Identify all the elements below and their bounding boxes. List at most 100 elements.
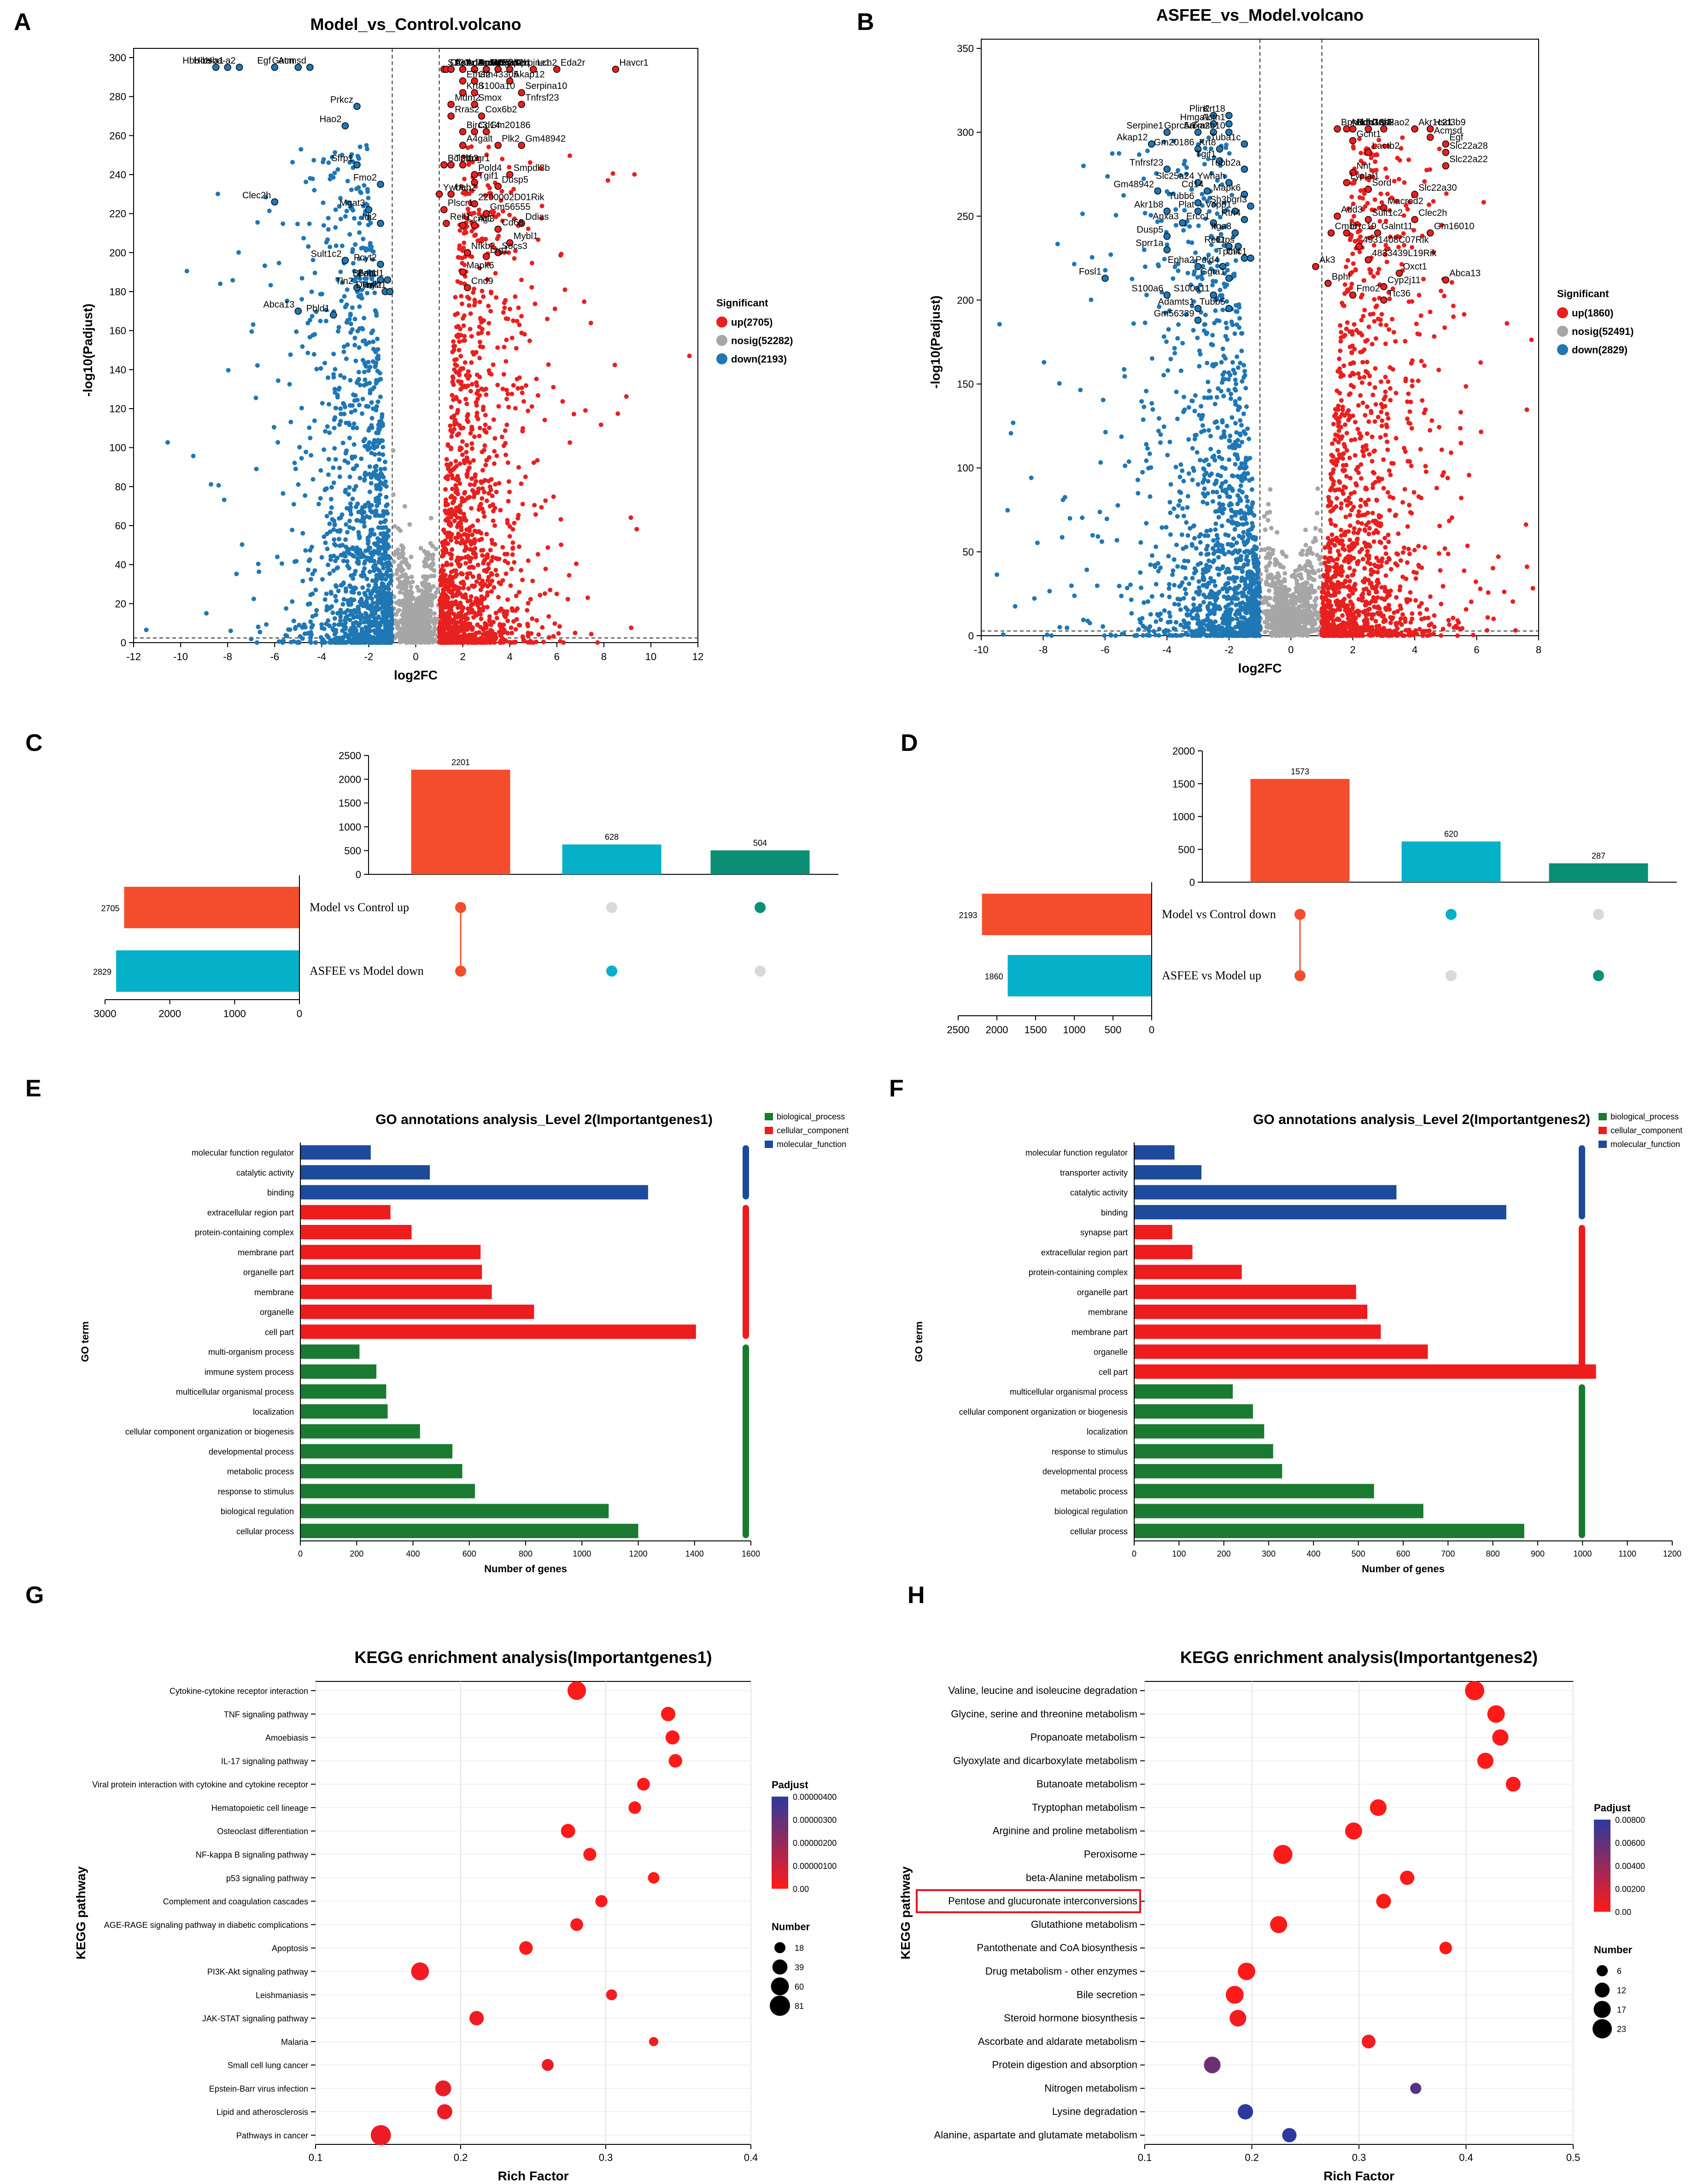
point-up	[526, 630, 531, 635]
point-up	[458, 540, 463, 545]
labeled-point-down	[386, 288, 394, 295]
point-up	[454, 395, 459, 400]
point-down	[382, 466, 387, 471]
point-nosig	[1293, 568, 1298, 574]
point-nosig	[428, 608, 433, 613]
x-tick-label: -8	[223, 651, 232, 662]
labeled-point-up	[447, 112, 455, 120]
point-down	[335, 277, 340, 282]
point-up	[470, 523, 475, 528]
point-nosig	[1264, 565, 1269, 570]
point-nosig	[404, 587, 409, 592]
point-up	[507, 489, 512, 494]
point-nosig	[399, 586, 404, 591]
x-tick-label: 8	[1536, 644, 1541, 656]
point-down	[384, 531, 389, 536]
point-down	[355, 328, 360, 334]
point-down	[376, 500, 381, 505]
point-up	[498, 622, 503, 627]
point-up	[480, 236, 485, 241]
point-up	[534, 376, 539, 381]
point-down	[377, 539, 382, 544]
point-up	[492, 436, 498, 441]
point-down	[351, 526, 356, 531]
point-up	[505, 631, 510, 636]
point-down	[364, 146, 369, 152]
point-nosig	[401, 614, 406, 619]
point-down	[328, 176, 333, 182]
point-up	[494, 453, 499, 458]
point-up	[479, 320, 484, 325]
point-nosig	[435, 616, 440, 621]
point-nosig	[1316, 568, 1321, 573]
point-nosig	[1313, 603, 1318, 608]
point-up	[519, 314, 524, 319]
point-up	[459, 301, 464, 306]
point-up	[449, 579, 454, 584]
y-tick-label: 300	[957, 127, 974, 138]
labeled-point-down	[377, 181, 384, 188]
point-nosig	[423, 591, 428, 596]
point-nosig	[1262, 620, 1267, 625]
point-down	[337, 465, 342, 470]
point-nosig	[1277, 597, 1282, 602]
point-down	[356, 509, 361, 515]
point-nosig	[429, 603, 434, 608]
point-up	[449, 515, 454, 520]
point-up	[442, 547, 447, 552]
point-up	[462, 313, 467, 318]
point-down	[346, 566, 351, 571]
point-nosig	[1274, 558, 1279, 563]
point-down	[378, 467, 383, 472]
legend-entry: nosig(52282)	[731, 335, 793, 346]
labeled-point-down	[235, 64, 243, 71]
point-down	[362, 360, 367, 365]
point-nosig	[430, 561, 435, 566]
point-down	[264, 622, 269, 627]
point-down	[1187, 581, 1192, 586]
point-up	[526, 558, 531, 563]
point-down	[347, 485, 352, 490]
point-up	[449, 532, 454, 537]
point-down	[364, 404, 369, 409]
point-down	[322, 361, 327, 366]
point-down	[318, 635, 323, 640]
point-nosig	[395, 576, 400, 581]
point-nosig	[399, 543, 404, 548]
point-up	[546, 362, 551, 367]
point-up	[492, 523, 497, 528]
point-down	[366, 615, 371, 620]
point-down	[287, 382, 292, 387]
point-down	[1190, 576, 1195, 581]
point-up	[454, 639, 459, 644]
point-nosig	[1275, 530, 1280, 535]
point-down	[367, 569, 372, 574]
point-nosig	[1267, 596, 1272, 601]
point-down	[373, 363, 378, 368]
point-down	[331, 568, 336, 573]
point-up	[624, 394, 629, 399]
point-down	[345, 530, 350, 535]
point-down	[318, 366, 323, 371]
labeled-point-up	[459, 65, 467, 73]
point-down	[388, 592, 393, 597]
point-up	[457, 625, 463, 630]
point-up	[450, 594, 455, 599]
point-down	[320, 401, 325, 406]
point-down	[308, 619, 313, 624]
point-up	[525, 621, 530, 627]
point-down	[367, 464, 372, 469]
point-down	[309, 289, 314, 294]
point-nosig	[1279, 583, 1284, 588]
point-nosig	[426, 622, 431, 627]
point-nosig	[406, 615, 411, 620]
point-up	[519, 386, 524, 391]
point-up	[525, 608, 530, 613]
x-tick-label: 6	[1474, 644, 1479, 656]
point-nosig	[412, 625, 417, 630]
labeled-point-down	[341, 122, 349, 129]
point-down	[375, 486, 381, 491]
point-up	[474, 383, 480, 388]
point-down	[1089, 255, 1095, 260]
point-up	[441, 527, 446, 533]
